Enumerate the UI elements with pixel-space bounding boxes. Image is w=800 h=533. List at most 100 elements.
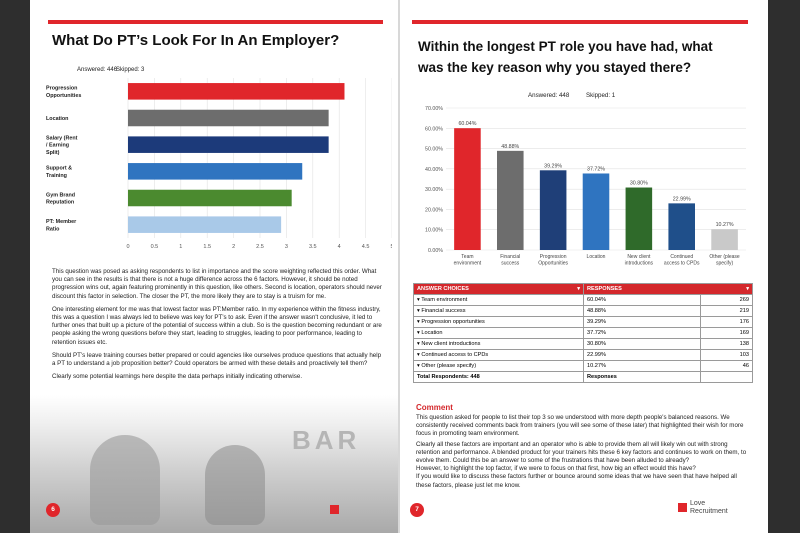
y-tick-label: 0.00% [428, 248, 443, 254]
expand-icon[interactable]: ▾ [417, 308, 422, 314]
page-number: 7 [410, 503, 424, 517]
category-label: Location [587, 254, 606, 260]
skipped-count: Skipped: 3 [116, 67, 145, 73]
x-tick-label: 2.5 [256, 244, 264, 250]
y-tick-label: 50.00% [425, 147, 443, 153]
expand-icon[interactable]: ▾ [417, 341, 422, 347]
bar [668, 203, 695, 250]
responses-table: ANSWER CHOICES ▾ RESPONSES ▾ ▾ Team enviro… [413, 283, 753, 383]
title-line: Within the longest PT role you have had,… [418, 39, 713, 54]
title-line: was the key reason why you stayed there? [418, 60, 692, 75]
table-header-row: ANSWER CHOICES ▾ RESPONSES ▾ [413, 283, 753, 295]
percent-cell: 22.99% [582, 349, 702, 361]
logo-mark-icon [678, 503, 687, 512]
comment-paragraph: Clearly all these factors are important … [416, 440, 747, 465]
analysis-paragraph: This question was posed as asking respon… [52, 268, 382, 300]
expand-icon[interactable]: ▾ [417, 352, 422, 358]
count-cell: 176 [700, 316, 753, 328]
category-label: Reputation [46, 200, 74, 206]
x-tick-label: 2 [232, 244, 235, 250]
gym-photo: BAR [30, 395, 398, 533]
answered-count: Answered: 446 [77, 67, 118, 73]
skipped-count: Skipped: 1 [586, 92, 616, 99]
answer-choice-cell: ▾ Other (please specify) [413, 360, 584, 372]
data-label: 10.27% [716, 222, 734, 228]
x-tick-label: 0.5 [151, 244, 159, 250]
expand-icon[interactable]: ▾ [417, 330, 422, 336]
x-tick-label: 5 [390, 244, 392, 250]
category-label: / Earning [46, 143, 69, 149]
logo-text: Recruitment [690, 507, 728, 515]
photo-figure [205, 445, 265, 525]
header-bar [412, 20, 748, 24]
category-label: Split) [46, 150, 60, 156]
bar [128, 189, 292, 207]
count-cell: 138 [700, 338, 753, 350]
table-row: ▾ Location 37.72% 169 [413, 327, 753, 339]
page-right: Within the longest PT role you have had,… [400, 0, 768, 533]
answer-choice-cell: ▾ Location [413, 327, 584, 339]
category-label: Location [46, 116, 68, 122]
expand-icon[interactable]: ▾ [417, 297, 422, 303]
bar [128, 136, 329, 153]
bar [582, 173, 610, 250]
table-row: ▾ New client introductions 30.80% 138 [413, 338, 753, 350]
logo-mark-icon [330, 505, 339, 514]
category-label: success [501, 261, 520, 267]
expand-icon[interactable]: ▾ [417, 319, 422, 325]
x-tick-label: 3.5 [309, 244, 317, 250]
category-label: Training [46, 173, 67, 179]
y-tick-label: 40.00% [425, 167, 443, 173]
category-label: Progression [540, 254, 567, 260]
x-tick-label: 4 [338, 244, 341, 250]
x-tick-label: 1.5 [203, 244, 211, 250]
category-label: Ratio [46, 226, 60, 232]
total-row: Total Respondents: 448 Responses [413, 371, 753, 383]
stay-reasons-chart: 0.00% 10.00% 20.00% 30.00% 40.00% 50.00% 60.00… [425, 106, 746, 267]
table-row: ▾ Team environment 60.04% 269 [413, 294, 753, 306]
photo-wall-text: BAR [292, 425, 361, 455]
y-tick-label: 70.00% [425, 106, 443, 112]
comment-paragraph: This question asked for people to list t… [416, 414, 744, 438]
page-number: 6 [46, 503, 60, 517]
answer-choice-cell: ▾ Team environment [413, 294, 584, 306]
total-empty-cell [700, 371, 753, 383]
count-cell: 169 [700, 327, 753, 339]
total-respondents: Total Respondents: 448 [413, 371, 584, 383]
column-header-responses[interactable]: RESPONSES ▾ [583, 283, 753, 295]
page-fold [398, 0, 400, 533]
y-tick-label: 20.00% [425, 207, 443, 213]
data-label: 37.72% [587, 166, 605, 172]
photo-figure [90, 435, 160, 525]
column-header-answer[interactable]: ANSWER CHOICES ▾ [413, 283, 584, 295]
count-cell: 46 [700, 360, 753, 372]
category-label: access to CPDs [664, 261, 700, 267]
percent-cell: 30.80% [582, 338, 702, 350]
expand-icon[interactable]: ▾ [417, 363, 422, 369]
total-responses-label: Responses [582, 371, 702, 383]
category-label: Team [461, 254, 473, 260]
comment-text: This question asked for people to list t… [416, 414, 752, 490]
y-tick-label: 60.00% [425, 126, 443, 132]
count-cell: 103 [700, 349, 753, 361]
category-label: Progression [46, 86, 77, 92]
category-label: Opportunities [538, 261, 568, 267]
category-label: environment [454, 261, 482, 267]
category-label: Salary (Rent [46, 135, 78, 141]
analysis-text: This question was posed as asking respon… [52, 268, 382, 381]
page-left: What Do PT’s Look For In An Employer? An… [30, 0, 398, 533]
count-cell: 219 [700, 305, 753, 317]
comment-paragraph: If you would like to discuss these facto… [416, 473, 737, 489]
page-title: Within the longest PT role you have had,… [418, 36, 713, 78]
comment-paragraph: However, to highlight the top factor, if… [416, 465, 696, 473]
data-label: 60.04% [458, 121, 476, 127]
table-row: ▾ Progression opportunities 39.29% 176 [413, 316, 753, 328]
category-label: New client [627, 254, 651, 260]
header-bar [48, 20, 383, 24]
table-row: ▾ Other (please specify) 10.27% 46 [413, 360, 753, 372]
category-label: Other (please [709, 254, 740, 260]
data-label: 39.29% [544, 163, 562, 169]
comment-heading: Comment [416, 403, 453, 412]
category-label: Support & [46, 166, 72, 172]
